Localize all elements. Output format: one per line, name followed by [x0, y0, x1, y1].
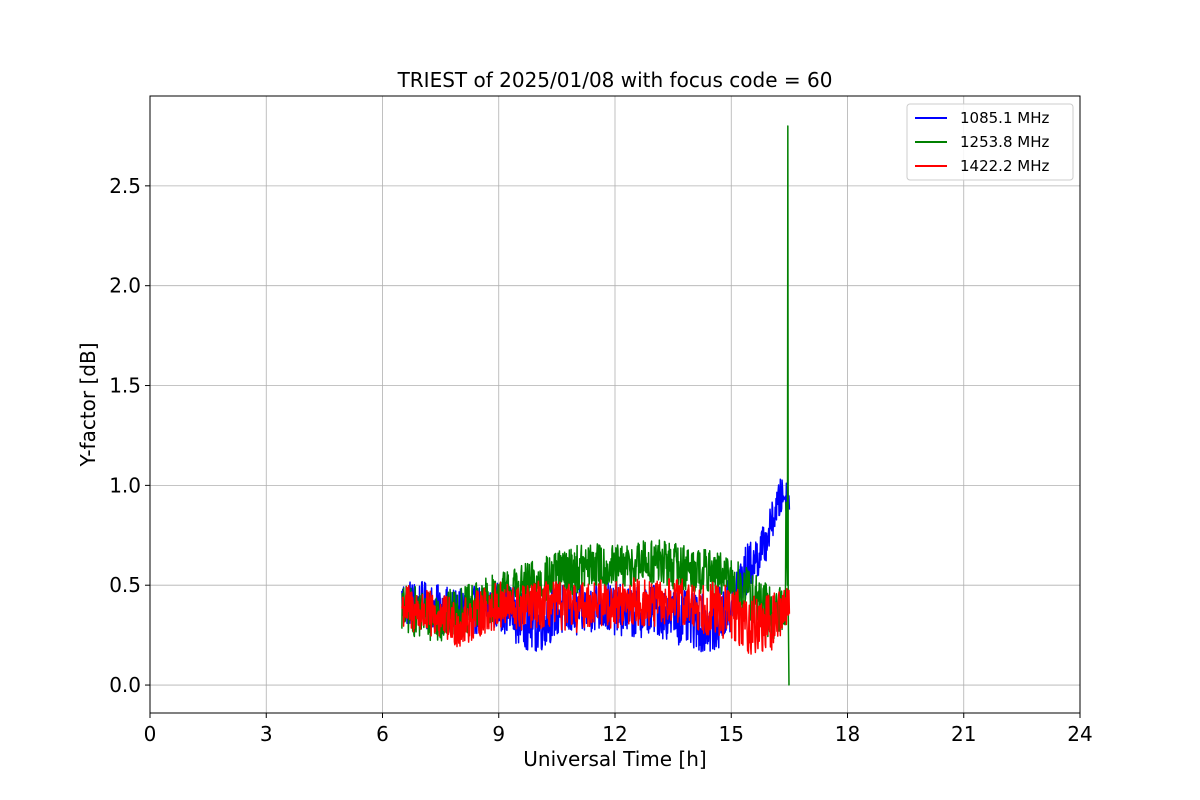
- x-tick-label: 21: [951, 722, 976, 746]
- legend-label: 1085.1 MHz: [960, 109, 1049, 127]
- y-tick-label: 1.5: [109, 374, 141, 398]
- chart-title: TRIEST of 2025/01/08 with focus code = 6…: [397, 68, 833, 92]
- x-tick-label: 18: [835, 722, 860, 746]
- y-tick-label: 2.0: [109, 274, 141, 298]
- x-tick-label: 12: [602, 722, 627, 746]
- y-tick-label: 0.5: [109, 573, 141, 597]
- series-layer: [401, 125, 791, 686]
- series-line-1422-2-mhz: [401, 577, 791, 655]
- x-tick-label: 0: [144, 722, 157, 746]
- x-tick-label: 9: [492, 722, 505, 746]
- legend-label: 1422.2 MHz: [960, 157, 1049, 175]
- y-tick-label: 2.5: [109, 174, 141, 198]
- legend: 1085.1 MHz 1253.8 MHz 1422.2 MHz: [906, 103, 1074, 181]
- axis-ticks: 0 3 6 9 12 15 18 21 24 0.0 0.5 1.0 1.5 2.0 2.5: [109, 174, 1093, 746]
- y-axis-label: Y-factor [dB]: [76, 342, 100, 467]
- legend-box: [906, 103, 1074, 181]
- x-axis-label: Universal Time [h]: [523, 747, 706, 771]
- x-tick-label: 3: [260, 722, 273, 746]
- x-tick-label: 24: [1067, 722, 1092, 746]
- legend-label: 1253.8 MHz: [960, 133, 1049, 151]
- y-tick-label: 0.0: [109, 673, 141, 697]
- x-tick-label: 15: [719, 722, 744, 746]
- y-tick-label: 1.0: [109, 473, 141, 497]
- x-tick-label: 6: [376, 722, 389, 746]
